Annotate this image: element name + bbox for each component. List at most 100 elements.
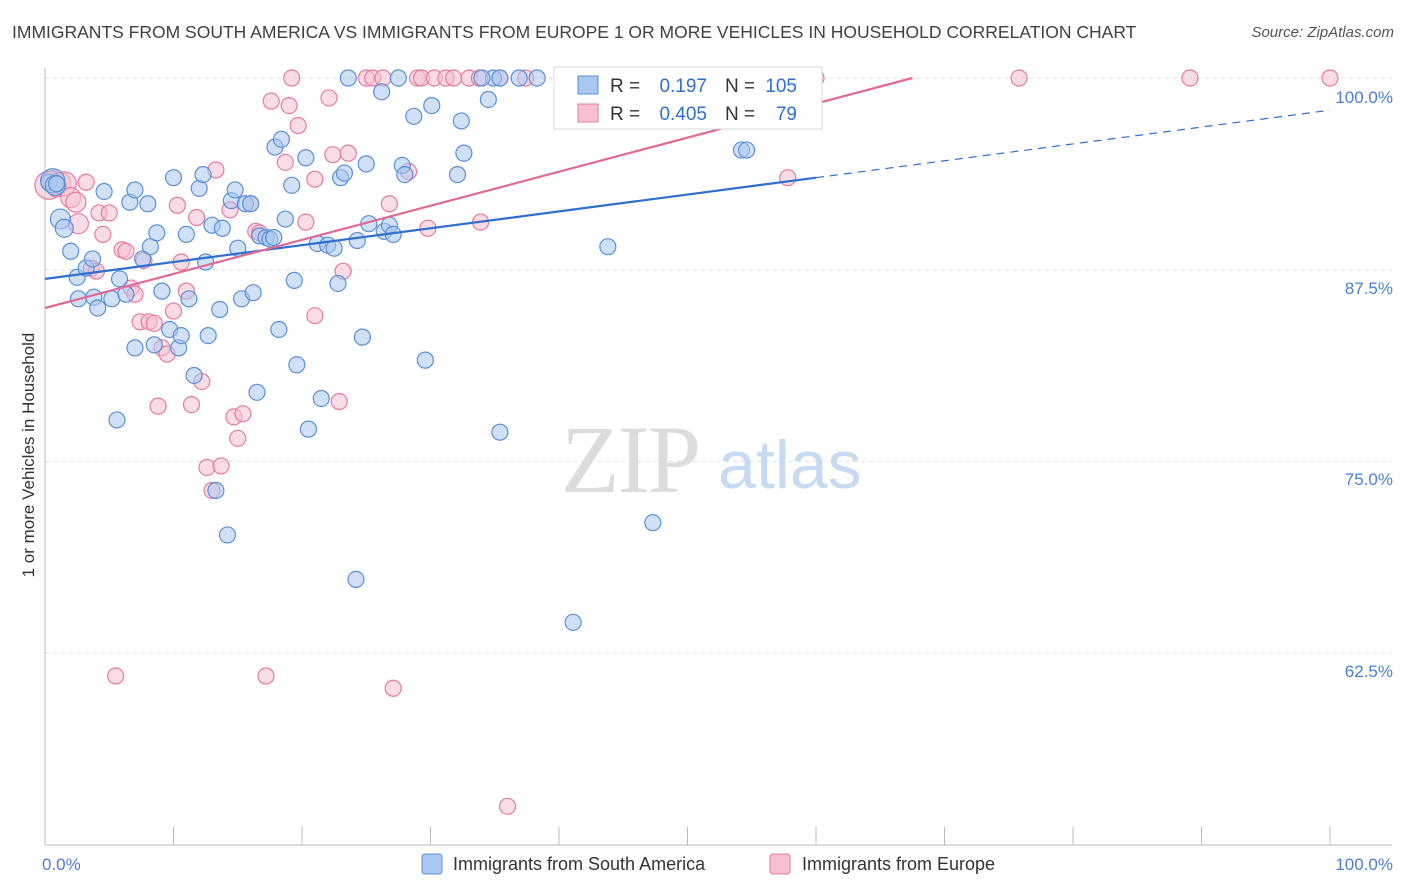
trend-line-south-america-extension (815, 109, 1331, 179)
point-south-america-92 (491, 69, 509, 87)
point-south-america-20 (126, 339, 144, 357)
point-europe-54 (324, 146, 342, 164)
point-europe-55 (330, 392, 348, 411)
point-south-america-73 (348, 231, 366, 250)
point-south-america-56 (270, 320, 288, 339)
point-south-america-50 (248, 383, 266, 401)
point-europe-78 (1181, 69, 1199, 87)
series-legend: Immigrants from South America Immigrants… (421, 853, 995, 875)
point-south-america-60 (285, 271, 303, 289)
legend-r-value-south-america: 0.197 (659, 76, 707, 97)
point-south-america-48 (242, 195, 260, 213)
point-south-america-77 (373, 83, 391, 101)
point-europe-49 (289, 116, 307, 135)
point-south-america-39 (207, 481, 225, 500)
point-europe-6 (65, 191, 87, 213)
bottom-legend-label-south-america[interactable]: Immigrants from South America (453, 854, 706, 874)
point-south-america-85 (416, 351, 434, 369)
bottom-legend-label-europe[interactable]: Immigrants from Europe (802, 854, 995, 874)
point-europe-40 (234, 405, 252, 423)
point-europe-31 (188, 208, 206, 227)
point-south-america-54 (265, 228, 283, 247)
point-south-america-13 (95, 182, 113, 201)
point-europe-16 (117, 242, 135, 260)
y-tick-label-75: 75.0% (1345, 470, 1393, 489)
point-south-america-24 (145, 336, 163, 354)
point-europe-33 (198, 458, 216, 477)
y-tick-label-62-5: 62.5% (1345, 662, 1393, 681)
points-layer (34, 69, 1339, 815)
y-tick-label-87-5: 87.5% (1345, 279, 1393, 298)
point-south-america-33 (185, 366, 203, 385)
point-south-america-10 (83, 250, 102, 268)
point-south-america-83 (396, 166, 414, 184)
point-south-america-3 (47, 175, 66, 193)
point-south-america-59 (283, 176, 301, 194)
point-europe-36 (212, 457, 230, 475)
point-south-america-42 (218, 526, 237, 544)
point-europe-26 (164, 302, 183, 320)
point-south-america-98 (564, 613, 582, 631)
watermark: ZIP atlas (561, 406, 862, 513)
legend-swatch-europe (577, 103, 599, 123)
legend-swatch-south-america (577, 75, 599, 95)
point-south-america-90 (479, 90, 497, 109)
legend-n-value-europe: 79 (776, 104, 797, 125)
point-europe-74 (499, 797, 517, 815)
legend-n-label-south-america: N = (725, 76, 755, 97)
point-south-america-32 (180, 290, 198, 308)
point-south-america-70 (335, 164, 354, 182)
point-south-america-81 (389, 69, 407, 87)
point-europe-22 (145, 314, 163, 332)
grid-layer (45, 77, 1392, 654)
point-south-america-5 (54, 218, 74, 238)
point-south-america-19 (126, 181, 144, 199)
point-south-america-49 (244, 284, 262, 302)
point-south-america-25 (148, 224, 166, 242)
point-south-america-62 (297, 149, 315, 167)
point-europe-79 (1321, 69, 1339, 87)
point-europe-48 (283, 69, 301, 87)
point-europe-13 (100, 204, 118, 222)
point-south-america-15 (108, 411, 126, 429)
legend-r-value-europe: 0.405 (659, 104, 707, 125)
watermark-zip: ZIP (561, 406, 699, 513)
point-south-america-6 (62, 242, 80, 260)
point-europe-52 (306, 307, 324, 325)
point-south-america-89 (455, 144, 473, 162)
point-south-america-37 (199, 327, 217, 345)
point-europe-69 (445, 69, 463, 87)
point-europe-57 (339, 144, 357, 162)
axis-layer (44, 68, 1392, 846)
point-south-america-87 (448, 166, 467, 184)
point-south-america-57 (272, 130, 291, 148)
y-tick-label-100: 100.0% (1335, 88, 1393, 107)
point-europe-51 (306, 170, 324, 188)
point-south-america-16 (110, 270, 129, 288)
watermark-atlas: atlas (718, 427, 862, 503)
bottom-legend-swatch-south-america[interactable] (421, 853, 443, 875)
point-europe-14 (107, 667, 125, 685)
point-europe-62 (384, 679, 402, 697)
point-europe-46 (276, 153, 294, 171)
trend-line-south-america (44, 176, 817, 280)
point-europe-23 (149, 397, 167, 415)
point-south-america-41 (213, 219, 231, 237)
point-south-america-71 (339, 69, 357, 87)
point-europe-27 (168, 196, 186, 214)
point-europe-12 (94, 225, 112, 243)
source-credit: Source: ZipAtlas.com (1251, 24, 1394, 41)
bottom-legend-swatch-europe[interactable] (769, 853, 791, 875)
point-europe-39 (229, 429, 247, 447)
point-south-america-44 (226, 181, 244, 199)
point-south-america-22 (139, 195, 157, 213)
point-europe-61 (380, 195, 398, 213)
point-europe-8 (77, 173, 95, 191)
x-tick-label-1: 100.0% (1335, 855, 1393, 874)
point-south-america-61 (288, 356, 306, 374)
chart-title: IMMIGRANTS FROM SOUTH AMERICA VS IMMIGRA… (12, 22, 1137, 42)
stats-legend-box (553, 66, 823, 130)
point-south-america-58 (276, 210, 294, 228)
y-axis-label: 1 or more Vehicles in Household (19, 333, 38, 578)
point-south-america-94 (491, 423, 509, 441)
